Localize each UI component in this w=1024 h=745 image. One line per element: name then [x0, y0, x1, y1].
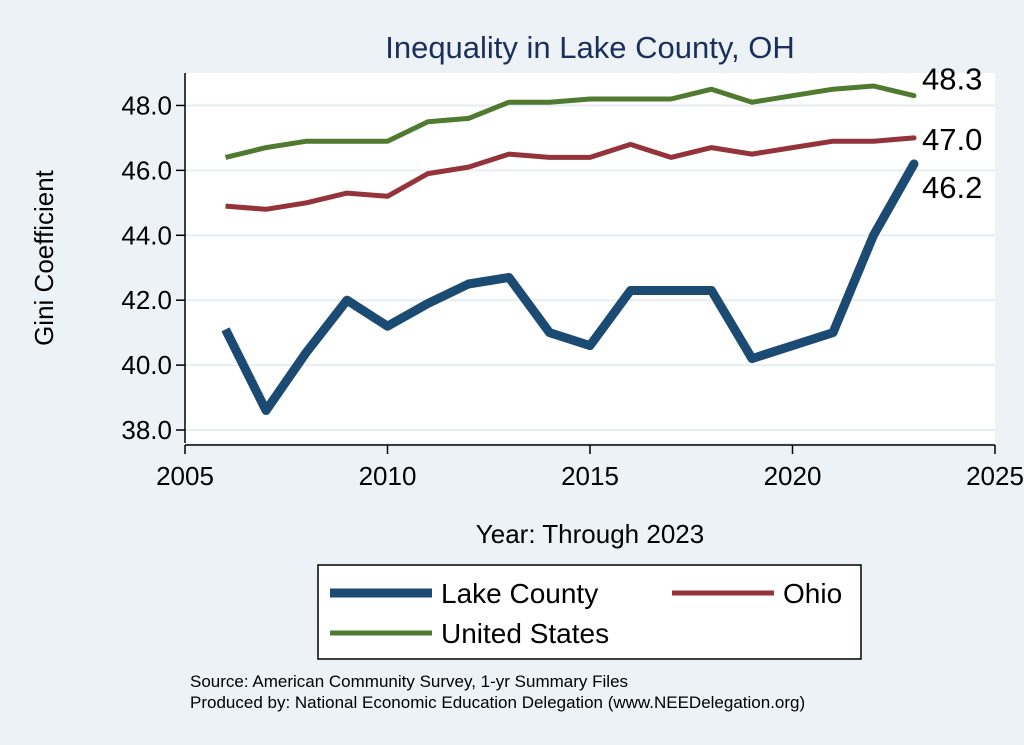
- plot-area: [185, 73, 995, 443]
- legend-label-united-states: United States: [441, 618, 609, 649]
- x-tick-label: 2015: [561, 461, 619, 491]
- end-label-united-states: 48.3: [922, 62, 982, 97]
- y-tick-label: 38.0: [121, 415, 172, 445]
- legend-box: [317, 564, 862, 660]
- series-line-ohio: [225, 135, 915, 212]
- axes: 38.0 40.0 42.0 44.0 46.0 48.0 2005 2010 2015 2020…: [121, 73, 1024, 491]
- legend-label-lake-county: Lake County: [441, 578, 598, 609]
- y-tick-label: 40.0: [121, 350, 172, 380]
- y-tick-label: 42.0: [121, 285, 172, 315]
- x-axis-title: Year: Through 2023: [476, 519, 704, 549]
- series-line-lake-county: [221, 161, 918, 415]
- end-label-ohio: 47.0: [922, 122, 982, 157]
- y-tick-label: 48.0: [121, 90, 172, 120]
- y-tick-label: 44.0: [121, 220, 172, 250]
- x-tick-label: 2020: [764, 461, 822, 491]
- y-tick-label: 46.0: [121, 155, 172, 185]
- end-marker-united-states: [911, 93, 917, 99]
- grid-lines: [185, 104, 995, 432]
- x-tick-label: 2010: [359, 461, 417, 491]
- end-marker-ohio: [911, 135, 917, 141]
- producer-note: Produced by: National Economic Education…: [190, 693, 805, 712]
- x-tick-label: 2005: [156, 461, 214, 491]
- end-labels: 46.2 47.0 48.3: [922, 62, 982, 205]
- series-line-united-states: [224, 83, 915, 160]
- series-lines: [221, 83, 919, 415]
- x-tick-label: 2025: [966, 461, 1024, 491]
- legend: Lake County Ohio United States: [317, 564, 862, 660]
- legend-label-ohio: Ohio: [783, 578, 842, 609]
- end-label-lake-county: 46.2: [922, 170, 982, 205]
- source-note: Source: American Community Survey, 1-yr …: [190, 672, 628, 691]
- y-axis-title: Gini Coefficient: [29, 169, 59, 346]
- chart-title: Inequality in Lake County, OH: [385, 30, 795, 65]
- end-marker-lake-county: [909, 159, 919, 169]
